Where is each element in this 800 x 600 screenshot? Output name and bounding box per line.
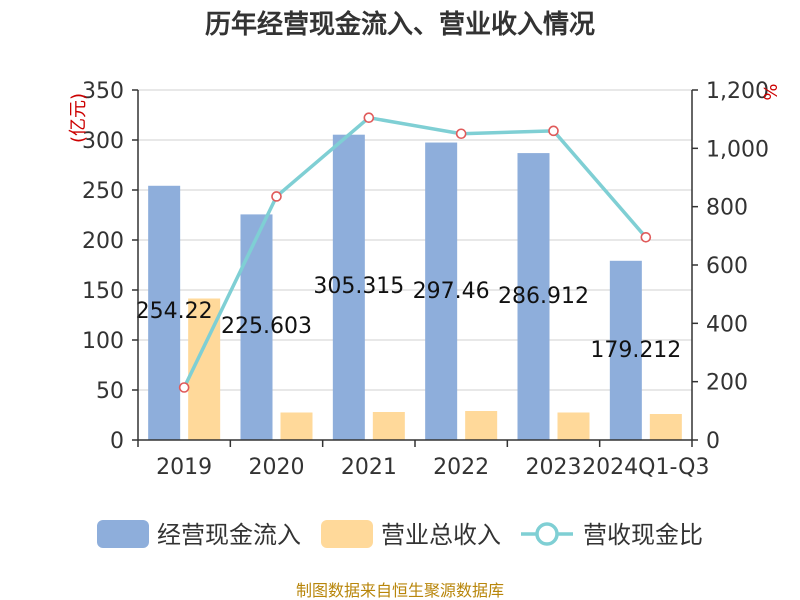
- cash-inflow-data-label: 179.212: [590, 338, 681, 363]
- left-tick-label: 350: [82, 79, 124, 104]
- legend-marker-ratio: [535, 522, 559, 546]
- revenue-bar: [280, 412, 313, 440]
- cash-inflow-data-label: 305.315: [313, 274, 404, 299]
- x-tick-label: 2022: [433, 455, 489, 480]
- right-tick-label: 200: [706, 371, 748, 396]
- cash-inflow-data-label: 225.603: [221, 314, 312, 339]
- cash-inflow-bar: [425, 142, 458, 441]
- ratio-line-layer: [178, 112, 652, 393]
- ratio-line: [182, 115, 648, 389]
- ratio-point: [363, 112, 375, 124]
- right-tick-label: 1,200: [706, 79, 769, 104]
- cash-inflow-bar: [148, 185, 181, 440]
- revenue-bar: [372, 412, 405, 440]
- x-tick-label: 2023: [526, 455, 582, 480]
- x-tick-label: 2021: [341, 455, 397, 480]
- chart-title: 历年经营现金流入、营业收入情况: [205, 9, 595, 40]
- right-tick-label: 0: [706, 429, 720, 454]
- x-tick-label: 2019: [156, 455, 212, 480]
- revenue-bar: [557, 412, 590, 440]
- cash-inflow-bar: [517, 153, 550, 440]
- revenue-bar: [649, 414, 682, 440]
- legend-swatch-cash: [97, 520, 149, 548]
- cash-inflow-data-label: 254.22: [136, 299, 213, 324]
- left-tick-label: 0: [110, 429, 124, 454]
- source-note: 制图数据来自恒生聚源数据库: [296, 581, 504, 600]
- legend-swatch-revenue: [321, 520, 373, 548]
- left-tick-label: 100: [82, 329, 124, 354]
- cash-inflow-bar: [240, 214, 273, 440]
- legend-label-cash: 经营现金流入: [157, 521, 301, 549]
- right-tick-label: 600: [706, 254, 748, 279]
- x-tick-label: 2020: [249, 455, 305, 480]
- cash-inflow-bars: [148, 134, 642, 441]
- right-tick-label: 400: [706, 312, 748, 337]
- cash-inflow-data-label: 286.912: [498, 284, 589, 309]
- axes: 0 50 100 150 200 250 300 350 0 200 400 600 800 1,000 1…: [82, 79, 769, 480]
- revenue-bars: [188, 298, 682, 440]
- cash-inflow-bar: [609, 260, 642, 440]
- revenue-bar: [465, 411, 498, 440]
- ratio-point: [178, 382, 190, 393]
- legend-label-revenue: 营业总收入: [381, 521, 501, 549]
- ratio-point: [271, 191, 282, 202]
- right-tick-label: 800: [706, 196, 748, 221]
- left-tick-label: 50: [96, 379, 124, 404]
- left-tick-label: 250: [82, 179, 124, 204]
- ratio-point: [548, 125, 559, 137]
- left-tick-label: 150: [82, 279, 124, 304]
- left-axis-unit: (亿元): [68, 93, 89, 143]
- right-axis-unit: %: [759, 83, 780, 100]
- x-tick-label: 2024Q1-Q3: [582, 455, 709, 480]
- ratio-point: [455, 128, 467, 140]
- cash-inflow-bar: [332, 134, 365, 440]
- ratio-point: [640, 231, 652, 243]
- cash-inflow-data-label: 297.46: [413, 279, 490, 304]
- legend: 经营现金流入 营业总收入 营收现金比: [97, 520, 703, 549]
- legend-label-ratio: 营收现金比: [583, 521, 703, 549]
- left-tick-label: 200: [82, 229, 124, 254]
- right-tick-label: 1,000: [706, 137, 769, 162]
- left-tick-label: 300: [82, 129, 124, 154]
